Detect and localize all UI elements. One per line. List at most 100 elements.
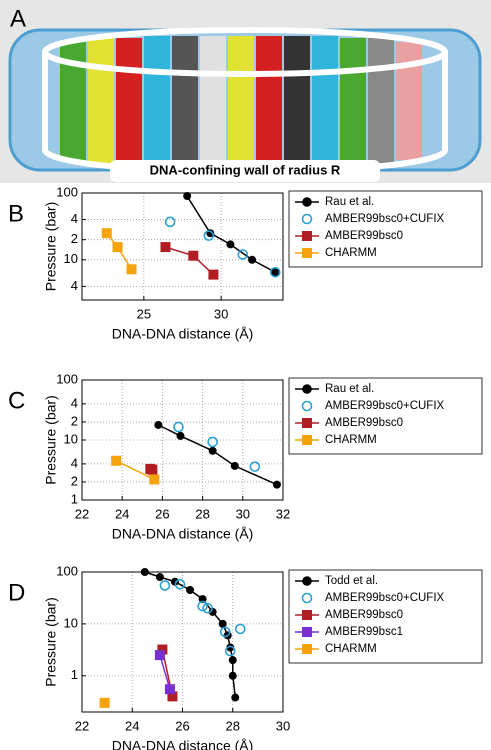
- y-tick-label: 10: [64, 251, 78, 266]
- legend-marker: [302, 197, 312, 207]
- legend-label: Rau et al.: [325, 383, 374, 395]
- y-axis-label: Pressure (bar): [43, 597, 59, 686]
- y-axis-label: Pressure (bar): [43, 395, 59, 484]
- y-tick-label: 2: [71, 473, 78, 488]
- marker: [160, 242, 171, 253]
- dna-helices: [60, 36, 422, 164]
- x-tick-label: 32: [276, 506, 290, 521]
- marker: [249, 461, 261, 472]
- x-tick-label: 22: [75, 506, 89, 521]
- series-line: [159, 654, 171, 690]
- y-tick-label: 10: [64, 431, 78, 446]
- marker: [101, 228, 112, 239]
- marker: [99, 697, 110, 708]
- marker: [226, 240, 235, 249]
- marker: [226, 643, 235, 652]
- panel-label: C: [8, 387, 25, 414]
- y-tick-label: 4: [71, 211, 78, 226]
- marker: [231, 693, 240, 702]
- marker: [159, 580, 171, 591]
- legend-label: AMBER99bsc0+CUFIX: [325, 400, 445, 412]
- series-line: [115, 460, 155, 481]
- marker: [208, 446, 217, 455]
- x-tick-label: 30: [214, 306, 228, 321]
- marker: [272, 480, 281, 489]
- x-axis-label: DNA-DNA distance (Å): [112, 526, 254, 542]
- y-tick-label: 4: [71, 395, 78, 410]
- marker: [164, 684, 175, 695]
- marker: [228, 656, 237, 665]
- legend-label: Todd et al.: [325, 575, 378, 587]
- legend-marker: [302, 627, 312, 637]
- marker: [176, 431, 185, 440]
- y-tick-label: 100: [56, 371, 78, 386]
- marker: [269, 266, 281, 278]
- x-tick-label: 26: [175, 718, 189, 733]
- marker: [208, 607, 217, 616]
- marker: [198, 595, 207, 604]
- x-axis-label: DNA-DNA distance (Å): [112, 326, 254, 342]
- legend-box: [288, 190, 483, 268]
- marker: [202, 602, 213, 614]
- legend-marker: [302, 435, 312, 445]
- marker: [234, 623, 246, 635]
- plot-frame: [81, 192, 284, 301]
- x-tick-label: 24: [115, 506, 129, 521]
- panel-a-image: DNA-confining wall of radius R A: [0, 0, 491, 183]
- marker: [155, 573, 164, 582]
- legend-marker: [302, 248, 312, 258]
- x-tick-label: 30: [276, 718, 290, 733]
- marker: [230, 461, 239, 470]
- legend-box: [288, 377, 483, 455]
- y-tick-label: 4: [71, 278, 78, 293]
- marker: [154, 650, 165, 661]
- legend-marker: [302, 384, 312, 394]
- x-tick-label: 25: [137, 306, 151, 321]
- legend-marker: [302, 418, 312, 428]
- marker: [271, 268, 280, 277]
- legend-label: AMBER99bsc0+CUFIX: [325, 592, 445, 604]
- panel-label: D: [8, 579, 25, 606]
- marker: [173, 421, 184, 433]
- legend-label: AMBER99bsc0: [325, 230, 403, 242]
- legend-marker: [301, 400, 313, 412]
- y-tick-label: 2: [71, 231, 78, 246]
- legend-label: AMBER99bsc0: [325, 609, 403, 621]
- legend-marker: [302, 576, 312, 586]
- y-tick-label: 1: [71, 491, 78, 506]
- x-tick-label: 30: [236, 506, 250, 521]
- marker: [228, 671, 237, 680]
- marker: [197, 600, 208, 612]
- y-tick-label: 4: [71, 455, 78, 470]
- legend-label: Rau et al.: [325, 196, 374, 208]
- caption: DNA-confining wall of radius R: [150, 162, 341, 177]
- x-tick-label: 28: [195, 506, 209, 521]
- plot-frame: [81, 379, 284, 501]
- legend-marker: [302, 644, 312, 654]
- x-tick-label: 22: [75, 718, 89, 733]
- marker: [112, 242, 123, 253]
- marker: [186, 585, 195, 594]
- marker: [147, 464, 158, 475]
- y-tick-label: 10: [64, 615, 78, 630]
- marker: [208, 269, 219, 280]
- legend-label: AMBER99bsc0: [325, 417, 403, 429]
- y-tick-label: 1: [71, 667, 78, 682]
- series-line: [158, 424, 278, 486]
- marker: [149, 474, 160, 485]
- y-tick-label: 100: [56, 563, 78, 578]
- y-axis-label: Pressure (bar): [43, 202, 59, 291]
- caption-box: [110, 160, 380, 182]
- x-tick-label: 26: [155, 506, 169, 521]
- marker: [170, 577, 179, 586]
- legend-box: [288, 569, 483, 664]
- marker: [140, 568, 149, 576]
- legend-marker: [302, 610, 312, 620]
- legend-label: CHARMM: [325, 247, 377, 259]
- series-line: [186, 195, 276, 273]
- legend-label: CHARMM: [325, 434, 377, 446]
- x-tick-label: 24: [125, 718, 139, 733]
- marker: [154, 420, 163, 429]
- chart: B 25 30 4 10 2 4 100 DNA-DNA distance (Å) Pressur…: [8, 184, 483, 342]
